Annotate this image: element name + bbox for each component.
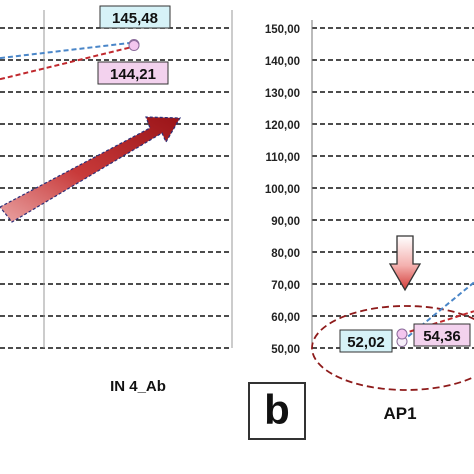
data-label-box bbox=[413, 323, 471, 347]
data-label-box bbox=[97, 61, 169, 85]
data-label-box bbox=[339, 329, 393, 353]
panel-b-label: b bbox=[248, 382, 306, 440]
data-label: 54,36 bbox=[423, 328, 461, 345]
y-tick-label: 60,00 bbox=[271, 312, 300, 324]
y-tick-label: 70,00 bbox=[271, 280, 300, 292]
y-tick-label: 140,00 bbox=[265, 56, 300, 68]
y-tick-label: 120,00 bbox=[265, 120, 300, 132]
panel-a: 145,48 144,21 IN 4_Ab bbox=[0, 5, 233, 395]
data-point bbox=[396, 328, 408, 340]
x-tick-label: AP1 bbox=[383, 404, 416, 423]
data-label: 144,21 bbox=[110, 66, 156, 83]
y-tick-label: 100,00 bbox=[265, 184, 300, 196]
down-arrow bbox=[388, 235, 422, 292]
data-label: 145,48 bbox=[112, 10, 158, 27]
y-tick-label: 110,00 bbox=[265, 152, 300, 164]
panel-b: 150,00 140,00 130,00 120,00 110,00 100,00 90,0… bbox=[265, 20, 474, 423]
series-line bbox=[0, 45, 135, 81]
y-tick-label: 80,00 bbox=[271, 248, 300, 260]
data-label-box bbox=[99, 5, 171, 29]
y-tick-label: 150,00 bbox=[265, 24, 300, 36]
data-label: 52,02 bbox=[347, 334, 385, 351]
y-tick-label: 90,00 bbox=[271, 216, 300, 228]
x-tick-label: IN 4_Ab bbox=[110, 378, 166, 395]
data-point bbox=[128, 40, 140, 52]
series-line bbox=[0, 41, 135, 60]
y-tick-label: 50,00 bbox=[271, 344, 300, 356]
trend-arrow bbox=[0, 116, 182, 223]
y-tick-label: 130,00 bbox=[265, 88, 300, 100]
highlight-ellipse bbox=[311, 305, 474, 391]
